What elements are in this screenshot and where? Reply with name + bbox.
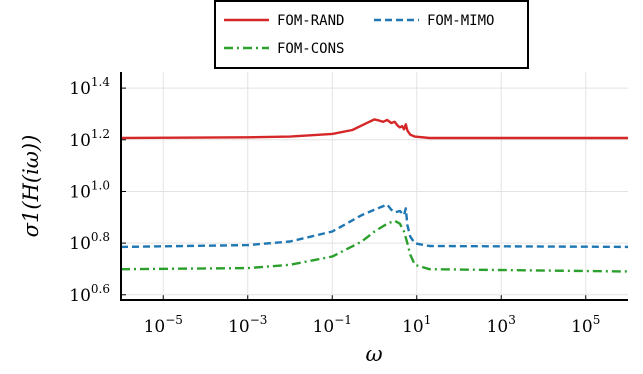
legend-label-fom-mimo: FOM-MIMO <box>427 13 494 29</box>
y-tick-labels: 100.6 100.8 101.0 101.2 101.4 <box>69 75 110 306</box>
y-tick-label: 101.4 <box>69 75 110 99</box>
x-tick-labels: 10−5 10−3 10−1 101 103 105 <box>144 313 601 337</box>
legend: FOM-RAND FOM-MIMO FOM-CONS <box>214 0 529 69</box>
legend-box <box>214 0 529 69</box>
x-tick-label: 103 <box>487 313 516 337</box>
x-tick-label: 10−1 <box>313 313 352 337</box>
x-tick-label: 101 <box>402 313 431 337</box>
legend-label-fom-rand: FOM-RAND <box>277 13 344 29</box>
y-axis-label: σ1(H(iω)) <box>19 135 43 238</box>
legend-items: FOM-RAND FOM-MIMO FOM-CONS <box>224 13 494 57</box>
series-line-fom-mimo <box>120 203 629 249</box>
y-tick-label: 101.2 <box>69 127 110 151</box>
x-tick-label: 10−3 <box>228 313 267 337</box>
legend-label-fom-cons: FOM-CONS <box>277 41 344 57</box>
y-tick-label: 100.6 <box>69 282 110 306</box>
x-axis-label: ω <box>365 342 382 366</box>
y-tick-label: 100.8 <box>69 230 110 254</box>
y-tick-label: 101.0 <box>69 178 110 202</box>
x-tick-label: 105 <box>571 313 600 337</box>
grid-layer <box>121 72 628 300</box>
series-line-fom-cons <box>120 219 629 273</box>
series-layer <box>120 118 629 273</box>
x-tick-label: 10−5 <box>144 313 183 337</box>
series-line-fom-rand <box>120 118 628 140</box>
axes-layer <box>120 72 628 301</box>
